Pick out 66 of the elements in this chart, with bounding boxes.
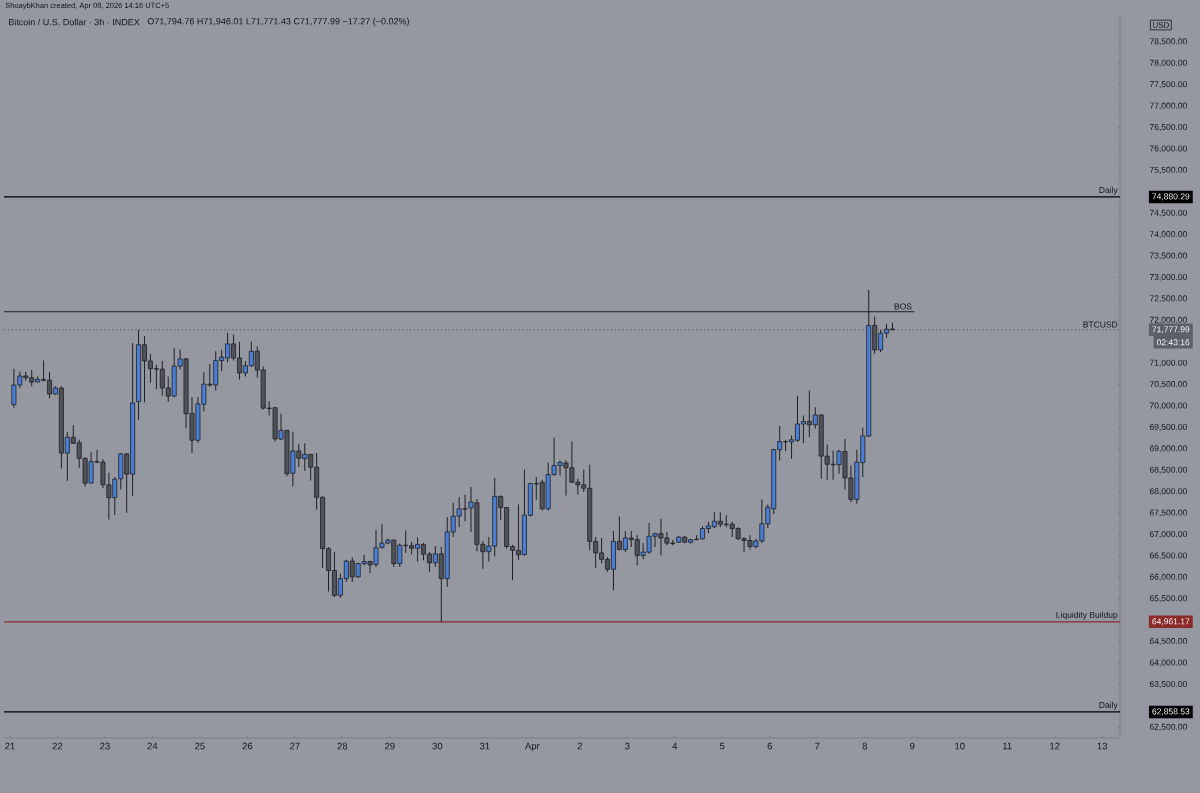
x-tick-label: 31 <box>479 742 490 750</box>
y-tick-label: 69,500.00 <box>1149 423 1187 431</box>
x-tick-label: 13 <box>1097 742 1108 750</box>
y-tick-label: 63,500.00 <box>1149 680 1187 688</box>
x-tick-label: 8 <box>862 742 867 750</box>
text: 62,858.53 <box>1152 708 1190 716</box>
series-label: BOS <box>894 303 912 310</box>
chart-title: Bitcoin / U.S. Dollar · 3h · INDEX <box>9 18 140 26</box>
y-tick-label: 65,500.00 <box>1149 595 1187 603</box>
x-tick-label: Apr <box>524 742 540 752</box>
y-tick-label: 71,000.00 <box>1149 359 1187 367</box>
y-tick-label: 67,500.00 <box>1149 509 1187 517</box>
y-tick-label: 66,000.00 <box>1149 573 1187 581</box>
x-tick-label: 3 <box>625 742 630 750</box>
x-tick-label: 27 <box>290 742 300 750</box>
y-tick-label: 68,500.00 <box>1149 466 1187 474</box>
x-tick-label: 23 <box>100 742 110 750</box>
y-tick-label: 78,500.00 <box>1149 38 1187 46</box>
y-tick-label: 72,500.00 <box>1149 295 1187 303</box>
x-tick-label: 6 <box>767 742 773 750</box>
text: 02:43:16 <box>1156 339 1190 346</box>
text: 74,880.29 <box>1152 193 1190 201</box>
ref-line-label: Liquidity Buildup <box>1056 611 1118 620</box>
y-axis-title: USD <box>1153 22 1169 28</box>
chart-subtitle: O71,794.76 H71,946.01 L71,771.43 C71,777.99 −17.27 (−0.02%) <box>147 17 409 27</box>
text: 64,961.17 <box>1152 618 1190 626</box>
x-tick-label: 2 <box>577 742 582 750</box>
x-tick-label: 4 <box>672 742 678 750</box>
text: 71,777.99 <box>1152 326 1190 334</box>
y-tick-label: 62,500.00 <box>1149 723 1187 731</box>
x-tick-label: 28 <box>337 742 348 750</box>
y-tick-label: 74,500.00 <box>1149 209 1187 217</box>
x-tick-label: 29 <box>385 742 395 750</box>
x-tick-label: 12 <box>1050 742 1060 750</box>
y-tick-label: 72,000.00 <box>1149 316 1187 324</box>
y-tick-label: 77,000.00 <box>1149 102 1187 110</box>
x-tick-label: 22 <box>52 742 63 750</box>
x-tick-label: 11 <box>1003 742 1012 750</box>
x-tick-label: 10 <box>955 742 965 750</box>
y-tick-label: 64,000.00 <box>1149 659 1187 667</box>
y-tick-label: 70,500.00 <box>1149 381 1187 389</box>
x-tick-label: 25 <box>195 742 205 750</box>
x-tick-label: 26 <box>242 742 253 750</box>
x-tick-label: 30 <box>432 742 443 750</box>
y-tick-label: 66,500.00 <box>1149 552 1187 560</box>
y-tick-label: 74,000.00 <box>1149 231 1187 239</box>
ref-line-label: Daily <box>1099 186 1118 195</box>
ref-line-label: BTCUSD <box>1083 321 1118 328</box>
y-tick-label: 76,000.00 <box>1149 145 1187 153</box>
y-tick-label: 78,000.00 <box>1149 59 1187 67</box>
y-tick-label: 67,000.00 <box>1149 530 1187 539</box>
y-tick-label: 73,500.00 <box>1149 252 1187 260</box>
x-tick-label: 21 <box>5 742 15 750</box>
y-tick-label: 64,500.00 <box>1149 638 1187 646</box>
y-tick-label: 75,500.00 <box>1149 166 1187 174</box>
y-tick-label: 76,500.00 <box>1149 124 1187 132</box>
y-tick-label: 68,000.00 <box>1149 488 1187 496</box>
x-tick-label: 9 <box>910 742 915 750</box>
y-tick-label: 70,000.00 <box>1149 402 1187 410</box>
y-tick-label: 77,500.00 <box>1149 81 1187 89</box>
x-tick-label: 5 <box>720 742 725 750</box>
y-tick-label: 73,000.00 <box>1149 273 1187 281</box>
y-tick-label: 69,000.00 <box>1149 445 1187 453</box>
x-tick-label: 7 <box>815 742 820 750</box>
x-tick-label: 24 <box>147 742 158 750</box>
ref-line-label: Daily <box>1099 701 1118 710</box>
